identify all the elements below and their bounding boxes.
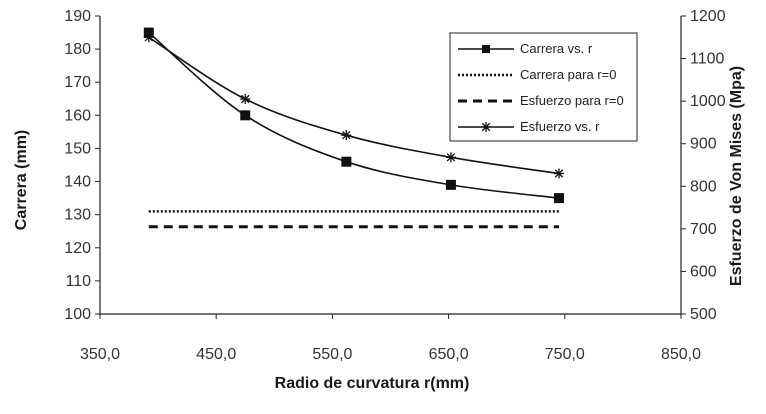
right-tick-label: 800 bbox=[690, 178, 717, 195]
right-tick-label: 600 bbox=[690, 263, 717, 280]
x-tick-label: 350,0 bbox=[80, 346, 120, 363]
x-tick-label: 450,0 bbox=[196, 346, 236, 363]
data-point bbox=[445, 152, 456, 163]
right-tick-label: 700 bbox=[690, 221, 717, 238]
legend-entry: Esfuerzo vs. r bbox=[458, 119, 600, 134]
right-tick-label: 900 bbox=[690, 136, 717, 153]
legend-label: Esfuerzo para r=0 bbox=[520, 93, 624, 108]
data-point bbox=[240, 110, 251, 121]
right-tick-label: 1100 bbox=[690, 51, 725, 68]
left-tick-label: 180 bbox=[64, 41, 91, 58]
data-point bbox=[240, 94, 251, 105]
left-tick-label: 160 bbox=[64, 107, 91, 124]
left-axis: 100 110 120 130 140 150 160 170 180 190 bbox=[64, 8, 100, 323]
legend-label: Carrera para r=0 bbox=[520, 67, 616, 82]
legend-label: Carrera vs. r bbox=[520, 41, 593, 56]
series-layer bbox=[143, 27, 564, 229]
x-axis: 350,0 450,0 550,0 650,0 750,0 850,0 bbox=[80, 314, 701, 363]
legend-marker bbox=[481, 122, 491, 132]
left-tick-label: 120 bbox=[64, 240, 91, 257]
data-point bbox=[341, 156, 352, 167]
legend-entry: Esfuerzo para r=0 bbox=[458, 93, 624, 108]
legend-marker bbox=[482, 45, 490, 53]
legend-label: Esfuerzo vs. r bbox=[520, 119, 600, 134]
data-point bbox=[341, 130, 352, 141]
left-tick-label: 140 bbox=[64, 174, 91, 191]
legend: Carrera vs. r Carrera para r=0 Esfuerzo pa… bbox=[449, 32, 638, 142]
right-tick-label: 1200 bbox=[690, 8, 726, 25]
data-point bbox=[445, 179, 456, 190]
x-tick-label: 750,0 bbox=[545, 346, 585, 363]
x-tick-label: 550,0 bbox=[312, 346, 352, 363]
x-axis-title: Radio de curvatura r(mm) bbox=[275, 375, 470, 392]
left-tick-label: 170 bbox=[64, 74, 91, 91]
left-axis-title: Carrera (mm) bbox=[13, 130, 30, 230]
legend-box bbox=[449, 32, 638, 142]
left-tick-label: 150 bbox=[64, 140, 91, 157]
right-axis: 500 600 700 800 900 1000 1100 1200 bbox=[681, 8, 726, 323]
data-point bbox=[143, 32, 154, 43]
right-tick-label: 1000 bbox=[690, 93, 726, 110]
legend-entry: Carrera vs. r bbox=[458, 41, 593, 56]
left-tick-label: 100 bbox=[64, 306, 91, 323]
plot-area bbox=[99, 16, 682, 315]
left-tick-label: 190 bbox=[64, 8, 91, 25]
x-tick-label: 650,0 bbox=[429, 346, 469, 363]
left-tick-label: 130 bbox=[64, 207, 91, 224]
right-tick-label: 500 bbox=[690, 306, 717, 323]
series-3 bbox=[143, 32, 564, 179]
x-tick-label: 850,0 bbox=[661, 346, 701, 363]
legend-entry: Carrera para r=0 bbox=[458, 67, 616, 82]
right-axis-title: Esfuerzo de Von Mises (Mpa) bbox=[728, 66, 745, 286]
data-point bbox=[553, 193, 564, 204]
data-point bbox=[553, 168, 564, 179]
left-tick-label: 110 bbox=[65, 273, 91, 290]
